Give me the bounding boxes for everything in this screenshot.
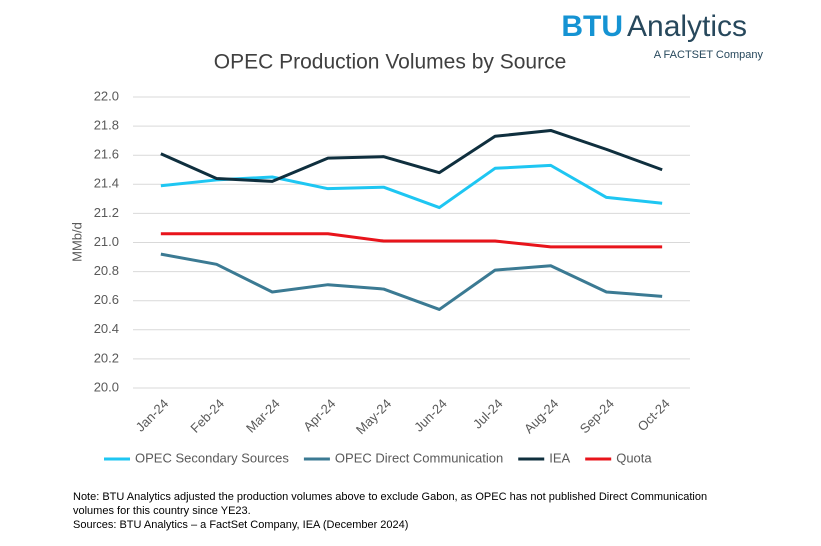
legend-label: OPEC Direct Communication [335, 450, 503, 465]
series-line [160, 232, 663, 249]
logo-tagline: A FACTSET Company [654, 49, 764, 61]
x-tick-label: Feb-24 [187, 396, 227, 436]
x-tick-label: Oct-24 [635, 396, 673, 434]
x-tick-label: Mar-24 [243, 396, 283, 436]
legend-label: IEA [549, 450, 570, 465]
series-line [160, 128, 663, 183]
y-tick-label: 20.8 [94, 263, 119, 278]
y-tick-label: 22.0 [94, 88, 119, 103]
y-tick-label: 21.6 [94, 147, 119, 162]
logo-brand: BTU [561, 10, 623, 43]
y-tick-label: 21.0 [94, 234, 119, 249]
chart-title: OPEC Production Volumes by Source [214, 51, 567, 74]
legend-label: OPEC Secondary Sources [135, 450, 289, 465]
y-tick-label: 20.2 [94, 350, 119, 365]
y-tick-label: 20.0 [94, 379, 119, 394]
x-tick-label: May-24 [353, 396, 394, 437]
y-tick-label: 21.2 [94, 205, 119, 220]
series-line [160, 252, 663, 311]
y-tick-label: 21.4 [94, 176, 119, 191]
logo-name: Analytics [627, 10, 747, 43]
x-tick-label: Apr-24 [300, 396, 338, 434]
x-tick-label: Aug-24 [521, 396, 561, 436]
note: Sources: BTU Analytics – a FactSet Compa… [73, 519, 408, 531]
series-line [160, 163, 663, 210]
y-tick-label: 20.4 [94, 321, 119, 336]
x-tick-label: Sep-24 [577, 396, 617, 436]
x-tick-label: Jun-24 [411, 396, 450, 435]
note: Note: BTU Analytics adjusted the product… [73, 491, 707, 503]
y-tick-label: 21.8 [94, 118, 119, 133]
note: volumes for this country since YE23. [73, 505, 251, 517]
x-tick-label: Jan-24 [133, 396, 172, 435]
y-tick-label: 20.6 [94, 292, 119, 307]
x-tick-label: Jul-24 [470, 396, 506, 432]
legend-label: Quota [616, 450, 652, 465]
y-axis-label: MMb/d [69, 222, 84, 262]
